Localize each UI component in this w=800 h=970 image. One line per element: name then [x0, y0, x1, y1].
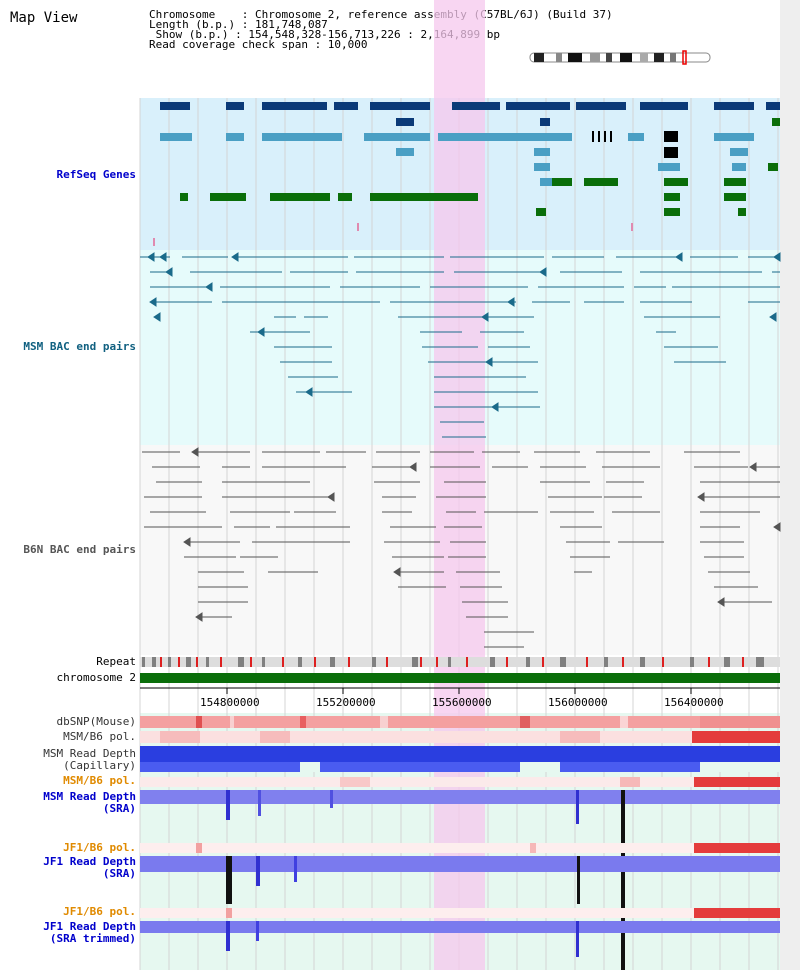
msm-b6-pol-1[interactable] [140, 731, 780, 743]
jf1-depth-sra[interactable] [140, 856, 780, 904]
track-label-jf1-depth-trimmed-line2: (SRA trimmed) [49, 932, 136, 945]
page-title: Map View [10, 10, 78, 26]
track-label-msm-depth-cap[interactable]: MSM Read Depth (Capillary) [0, 748, 136, 772]
msm-depth-capillary[interactable] [140, 746, 780, 772]
repeat-track[interactable] [140, 657, 780, 667]
track-label-msm-bac[interactable]: MSM BAC end pairs [23, 340, 136, 353]
length-line: Length (b.p.) : 181,748,087 [149, 18, 328, 31]
dbsnp-heatmap[interactable] [140, 716, 780, 728]
track-label-msm-b6-pol[interactable]: MSM/B6 pol. [63, 730, 136, 743]
msm-b6-pol-2[interactable] [140, 777, 780, 787]
axis-ticks [140, 687, 780, 694]
msm-depth-sra[interactable] [140, 790, 780, 970]
jf1-b6-pol-2[interactable] [140, 908, 780, 918]
tick-label-3: 155600000 [432, 696, 492, 709]
chromosome-bar[interactable] [140, 673, 780, 683]
track-label-b6n-bac[interactable]: B6N BAC end pairs [23, 543, 136, 556]
chromosome-ideogram[interactable] [529, 50, 711, 65]
tick-label-1: 154800000 [200, 696, 260, 709]
msm-bac-pairs[interactable] [140, 252, 781, 438]
track-label-jf1-depth-trimmed-line1: JF1 Read Depth [43, 920, 136, 933]
tick-label-4: 156000000 [548, 696, 608, 709]
track-label-dbsnp[interactable]: dbSNP(Mouse) [56, 715, 136, 728]
track-label-jf1-b6-pol-2[interactable]: JF1/B6 pol. [63, 905, 136, 918]
jf1-b6-pol-1[interactable] [140, 843, 780, 853]
tick-label-5: 156400000 [664, 696, 724, 709]
track-label-jf1-depth-trimmed[interactable]: JF1 Read Depth (SRA trimmed) [0, 921, 136, 945]
jf1-depth-sra-trimmed[interactable] [140, 921, 780, 957]
track-label-msm-b6-pol-2[interactable]: MSM/B6 pol. [63, 774, 136, 787]
refseq-genes[interactable] [153, 102, 780, 246]
highlight-region[interactable] [434, 0, 485, 970]
b6n-bac-pairs[interactable] [142, 447, 781, 648]
track-label-msm-depth-sra-line2: (SRA) [102, 802, 136, 815]
track-label-msm-depth-cap-line2: (Capillary) [63, 759, 136, 772]
track-label-msm-depth-cap-line1: MSM Read Depth [43, 747, 136, 760]
tick-label-2: 155200000 [316, 696, 376, 709]
track-label-jf1-depth-sra[interactable]: JF1 Read Depth (SRA) [0, 856, 136, 880]
track-label-jf1-depth-sra-line2: (SRA) [102, 867, 136, 880]
track-label-msm-depth-sra-line1: MSM Read Depth [43, 790, 136, 803]
span-line: Read coverage check span : 10,000 [149, 38, 368, 51]
track-label-msm-depth-sra[interactable]: MSM Read Depth (SRA) [0, 791, 136, 815]
track-label-refseq[interactable]: RefSeq Genes [56, 168, 136, 181]
track-label-chromosome: chromosome 2 [56, 671, 136, 684]
chromosome-info: Chromosome : Chromosome 2, reference ass… [149, 9, 613, 51]
track-label-repeat[interactable]: Repeat [96, 655, 136, 668]
track-label-jf1-b6-pol[interactable]: JF1/B6 pol. [63, 841, 136, 854]
track-label-jf1-depth-sra-line1: JF1 Read Depth [43, 855, 136, 868]
